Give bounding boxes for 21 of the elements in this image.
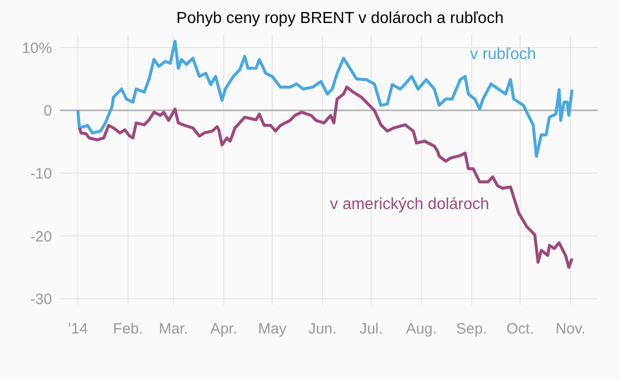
series-label: v rubľoch (470, 46, 536, 64)
x-tick-label: Sep. (456, 320, 488, 338)
chart-title: Pohyb ceny ropy BRENT v dolároch a rubľoch (175, 10, 505, 28)
x-tick-label: Feb. (113, 320, 144, 338)
y-tick-label: -30 (30, 291, 52, 308)
x-tick-label: Apr. (210, 320, 238, 338)
line-series (76, 40, 574, 158)
series-label: v amerických dolároch (330, 196, 490, 214)
y-tick-label: -20 (30, 228, 52, 246)
x-tick-label: Jun. (308, 320, 337, 338)
y-tick-label: 10% (22, 40, 52, 57)
y-tick-label: -10 (30, 165, 52, 182)
x-tick-label: Jul. (359, 320, 383, 338)
y-tick-label: 0 (44, 102, 52, 120)
x-tick-label: May (258, 320, 287, 338)
x-tick-label: Mar. (158, 320, 188, 338)
x-tick-label: Aug. (406, 320, 437, 338)
x-tick-label: Oct. (506, 320, 534, 338)
line-series (78, 86, 574, 269)
x-tick-label: Nov. (556, 320, 586, 338)
x-tick-label: ’14 (68, 320, 88, 338)
